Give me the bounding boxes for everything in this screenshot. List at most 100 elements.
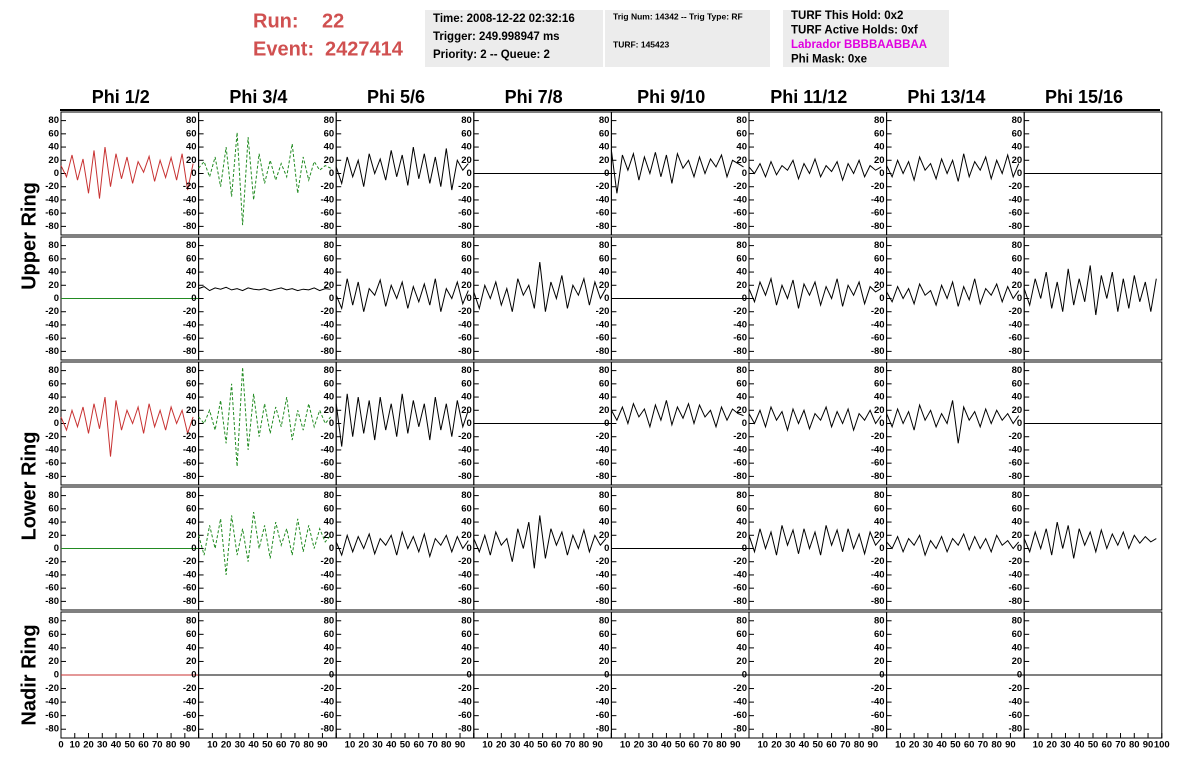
y-tick-label: 40 (461, 392, 472, 403)
y-tick-label: 40 (736, 267, 747, 278)
y-tick-label: 80 (461, 365, 472, 376)
y-tick-label: -80 (871, 346, 885, 357)
ring-label: Upper Ring (18, 182, 40, 290)
y-tick-label: 20 (599, 280, 610, 291)
y-tick-label: 80 (461, 240, 472, 251)
x-tick-label: 90 (868, 740, 879, 751)
y-tick-label: -60 (183, 333, 197, 344)
y-tick-label: 20 (1012, 155, 1023, 166)
y-tick-label: 80 (874, 240, 885, 251)
y-tick-label: 20 (874, 656, 885, 667)
y-tick-label: -60 (320, 458, 334, 469)
y-tick-label: -40 (1008, 569, 1022, 580)
y-tick-label: -40 (458, 194, 472, 205)
y-tick-label: 80 (874, 365, 885, 376)
y-tick-label: -60 (183, 458, 197, 469)
x-tick-label: 80 (854, 740, 865, 751)
y-tick-label: -80 (1008, 724, 1022, 735)
y-tick-label: -60 (320, 208, 334, 219)
y-tick-label: 60 (48, 629, 59, 640)
y-tick-label: -60 (458, 333, 472, 344)
y-tick-label: 20 (186, 280, 197, 291)
y-tick-label: 60 (1012, 378, 1023, 389)
y-tick-label: -20 (320, 683, 334, 694)
y-tick-label: -40 (183, 319, 197, 330)
y-tick-label: 40 (736, 392, 747, 403)
y-tick-label: -20 (320, 556, 334, 567)
y-tick-label: 40 (48, 517, 59, 528)
waveform (60, 397, 194, 457)
x-tick-label: 50 (400, 740, 411, 751)
y-tick-label: 80 (461, 615, 472, 626)
y-tick-label: 60 (599, 253, 610, 264)
y-tick-label: 60 (874, 128, 885, 139)
y-tick-label: -80 (45, 596, 59, 607)
panel-frame (1023, 486, 1163, 611)
y-tick-label: 0 (329, 293, 334, 304)
y-tick-label: -40 (458, 444, 472, 455)
y-tick-label: -80 (1008, 221, 1022, 232)
y-tick-label: -60 (45, 458, 59, 469)
y-tick-label: 80 (874, 615, 885, 626)
x-tick-label: 80 (166, 740, 177, 751)
y-tick-label: 40 (461, 517, 472, 528)
y-tick-label: -40 (1008, 194, 1022, 205)
waveform (473, 515, 607, 569)
y-tick-label: 40 (186, 142, 197, 153)
y-tick-label: 80 (48, 240, 59, 251)
y-tick-label: -20 (733, 306, 747, 317)
y-tick-label: 80 (48, 490, 59, 501)
y-tick-label: 60 (736, 253, 747, 264)
y-tick-label: 40 (48, 392, 59, 403)
y-tick-label: -20 (45, 181, 59, 192)
y-tick-label: 0 (191, 168, 196, 179)
y-tick-label: -80 (320, 724, 334, 735)
y-tick-label: -80 (733, 221, 747, 232)
y-tick-label: 40 (1012, 642, 1023, 653)
y-tick-label: 40 (48, 267, 59, 278)
y-tick-label: 20 (736, 656, 747, 667)
y-tick-label: 40 (186, 642, 197, 653)
y-tick-label: -20 (183, 306, 197, 317)
y-tick-label: 60 (1012, 629, 1023, 640)
y-tick-label: 40 (324, 642, 335, 653)
y-tick-label: -40 (183, 444, 197, 455)
panel-frame (886, 111, 1025, 236)
x-tick-label: 50 (813, 740, 824, 751)
y-tick-label: -20 (183, 556, 197, 567)
x-tick-label: 70 (1115, 740, 1126, 751)
y-tick-label: -80 (183, 724, 197, 735)
y-tick-label: 60 (599, 128, 610, 139)
x-tick-label: 40 (799, 740, 810, 751)
y-tick-label: 80 (48, 365, 59, 376)
y-tick-label: -20 (45, 683, 59, 694)
y-tick-label: -40 (1008, 444, 1022, 455)
y-tick-label: -60 (733, 458, 747, 469)
y-tick-label: -40 (320, 194, 334, 205)
y-tick-label: 20 (324, 155, 335, 166)
waveform (1023, 265, 1157, 316)
y-tick-label: 20 (599, 656, 610, 667)
y-tick-label: 20 (48, 656, 59, 667)
x-tick-label: 50 (537, 740, 548, 751)
waveform (198, 512, 332, 575)
y-tick-label: 20 (736, 155, 747, 166)
y-tick-label: 0 (54, 168, 59, 179)
waveform (335, 147, 469, 191)
y-tick-label: 0 (467, 293, 472, 304)
info-text: Labrador BBBBAABBAA (791, 39, 927, 51)
y-tick-label: 80 (186, 365, 197, 376)
y-tick-label: 20 (48, 530, 59, 541)
y-tick-label: -60 (871, 458, 885, 469)
waveform (886, 153, 1020, 183)
y-tick-label: -20 (320, 181, 334, 192)
x-tick-label: 30 (785, 740, 796, 751)
y-tick-label: 80 (1012, 115, 1023, 126)
x-tick-label: 60 (276, 740, 287, 751)
y-tick-label: -80 (596, 346, 610, 357)
x-tick-label: 40 (661, 740, 672, 751)
y-tick-label: -40 (733, 444, 747, 455)
y-tick-label: 40 (874, 267, 885, 278)
waveform (748, 157, 882, 182)
column-header: Phi 3/4 (229, 87, 287, 107)
